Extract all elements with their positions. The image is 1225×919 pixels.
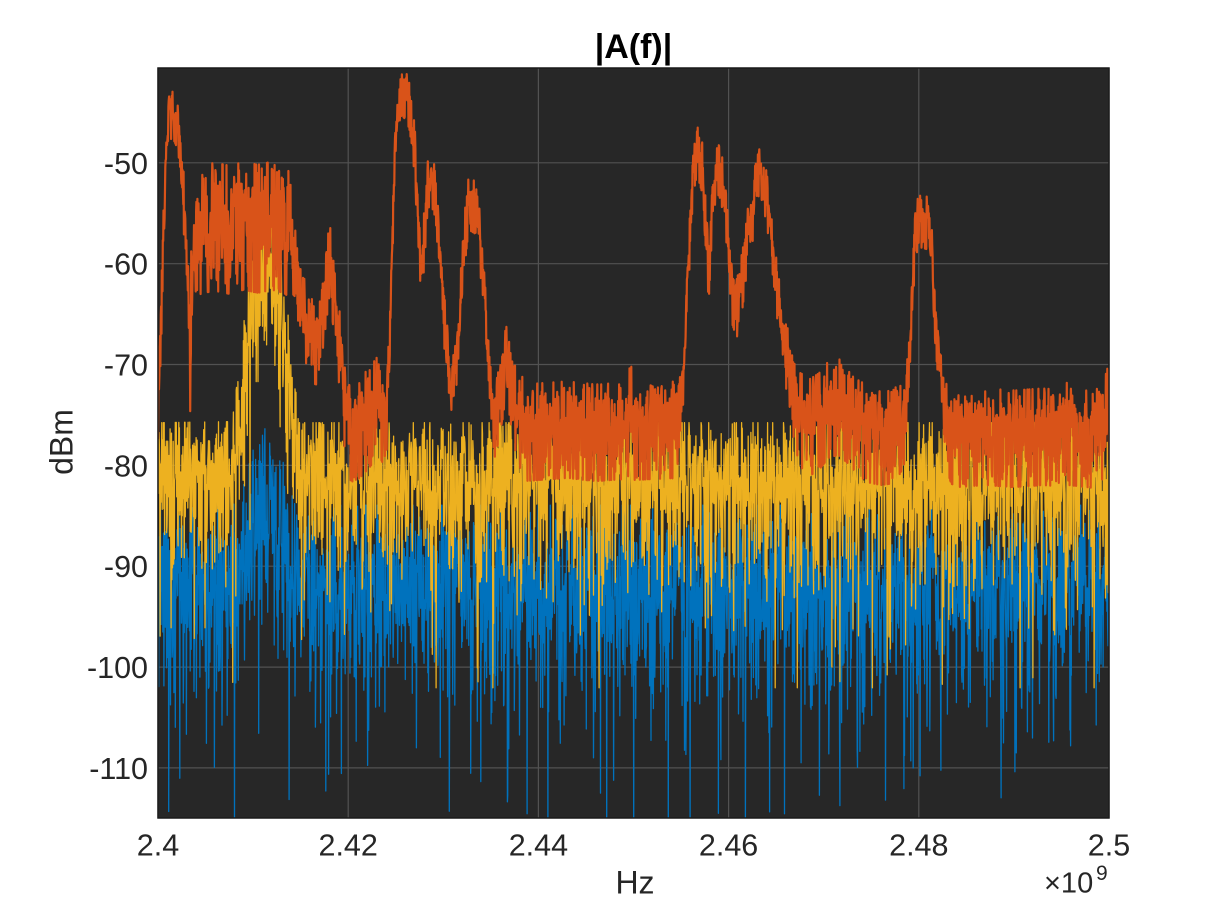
- svg-text:-80: -80: [104, 449, 148, 483]
- svg-text:2.48: 2.48: [889, 829, 948, 863]
- svg-text:-100: -100: [87, 651, 148, 685]
- svg-text:dBm: dBm: [44, 409, 80, 475]
- svg-text:Hz: Hz: [615, 865, 654, 901]
- svg-text:2.44: 2.44: [509, 829, 568, 863]
- svg-text:-60: -60: [104, 248, 148, 282]
- svg-text:-70: -70: [104, 349, 148, 383]
- svg-text:2.4: 2.4: [137, 829, 179, 863]
- svg-text:2.46: 2.46: [699, 829, 758, 863]
- svg-text:2.5: 2.5: [1088, 829, 1130, 863]
- svg-text:-90: -90: [104, 550, 148, 584]
- svg-text:-50: -50: [104, 147, 148, 181]
- svg-text:9: 9: [1096, 862, 1108, 885]
- svg-text:×10: ×10: [1044, 868, 1093, 900]
- svg-text:-110: -110: [89, 752, 148, 786]
- svg-text:|A(f)|: |A(f)|: [595, 28, 673, 66]
- svg-text:2.42: 2.42: [319, 829, 378, 863]
